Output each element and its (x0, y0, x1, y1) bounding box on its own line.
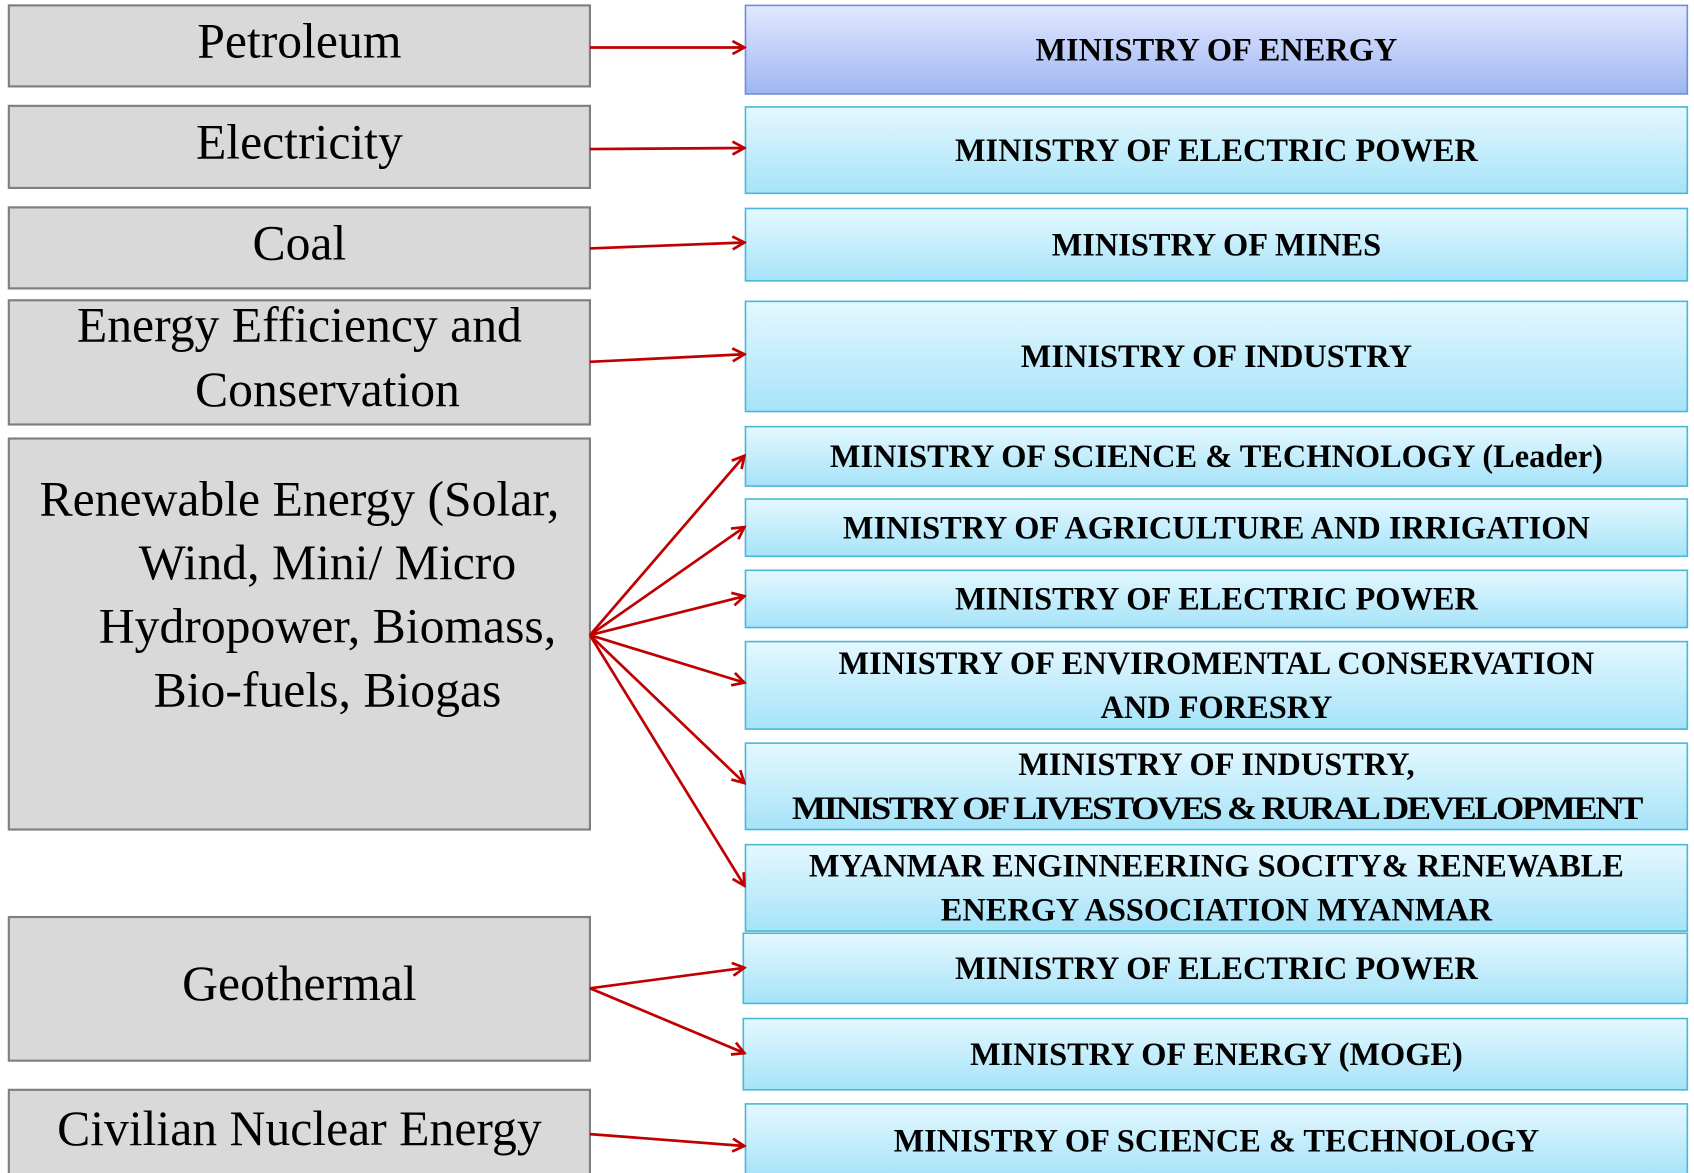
sector-label: Coal (252, 215, 346, 270)
sector-label: Geothermal (182, 956, 416, 1011)
ministry-box (744, 1103, 1689, 1173)
sector-box (7, 104, 592, 190)
ministry-label: MINISTRY OF ENVIROMENTAL CONSERVATION (839, 646, 1595, 682)
sector-label: Petroleum (197, 13, 401, 68)
sector-label: Electricity (196, 114, 403, 169)
ministry-box (744, 207, 1689, 282)
sector-label: Hydropower, Biomass, (99, 599, 556, 654)
ministry-box (744, 498, 1689, 558)
ministry-label: MINISTRY OF ENERGY (1035, 32, 1397, 68)
ministry-box (742, 932, 1689, 1005)
arrow (589, 354, 744, 364)
arrow (588, 456, 744, 636)
sector-box (7, 915, 592, 1062)
sector-box (7, 437, 592, 831)
ministry-box (744, 300, 1689, 413)
sector-box (7, 4, 592, 88)
sector-box (7, 299, 592, 426)
arrow (589, 1132, 744, 1146)
arrow (589, 968, 744, 990)
sector-label: Civilian Nuclear Energy (57, 1101, 542, 1156)
arrow (589, 633, 744, 683)
ministry-box (744, 843, 1689, 932)
ministry-label: AND FORESRY (1100, 690, 1332, 726)
ministry-box (742, 1017, 1689, 1091)
ministry-label: MYANMAR ENGINNEERING SOCITY& RENEWABLE (809, 848, 1624, 884)
sector-label: Renewable Energy (Solar, (39, 471, 559, 526)
ministry-box (744, 4, 1689, 95)
ministry-label: MINISTRY OF SCIENCE & TECHNOLOGY (Leader… (830, 439, 1603, 475)
sector-label: Bio-fuels, Biogas (154, 662, 502, 717)
ministry-box (744, 569, 1689, 629)
ministry-label: MINISTRY OF ENERGY (MOGE) (970, 1037, 1463, 1073)
arrow (589, 148, 744, 149)
sector-box (7, 1088, 592, 1173)
arrow (589, 596, 744, 637)
ministry-label: MINISTRY OF AGRICULTURE AND IRRIGATION (843, 510, 1590, 546)
arrow (589, 527, 744, 637)
ministry-label: MINISTRY OF MINES (1052, 227, 1381, 263)
ministry-label: MINISTRY OF INDUSTRY (1021, 339, 1412, 375)
sector-label: Energy Efficiency and (77, 297, 522, 352)
sector-label: Conservation (195, 362, 460, 417)
ministry-box (744, 106, 1689, 195)
ministry-label: MINISTRY OF INDUSTRY, (1018, 747, 1414, 783)
arrow (588, 634, 744, 783)
sector-label: Wind, Mini/ Micro (139, 535, 516, 590)
ministry-label: MINISTRY OF SCIENCE & TECHNOLOGY (894, 1123, 1540, 1159)
arrow (588, 634, 744, 886)
arrow (589, 242, 744, 248)
ministry-label: MINISTRY OF ELECTRIC POWER (955, 133, 1478, 169)
arrow (589, 987, 744, 1053)
ministry-box (744, 425, 1689, 487)
ministry-label: MINISTRY OF ELECTRIC POWER (955, 582, 1478, 618)
ministry-label: ENERGY ASSOCIATION MYANMAR (941, 893, 1493, 929)
ministry-label: MINISTRY OF ELECTRIC POWER (955, 951, 1478, 987)
ministry-box (744, 742, 1689, 831)
ministry-label: MINISTRY OF LIVESTOVES & RURAL DEVELOPME… (792, 791, 1644, 827)
